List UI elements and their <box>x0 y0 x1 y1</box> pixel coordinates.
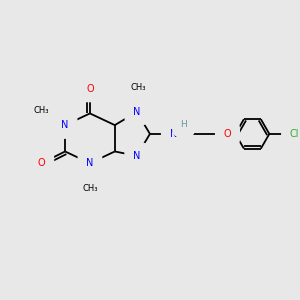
Text: CH₃: CH₃ <box>130 82 146 91</box>
Text: N: N <box>61 120 69 130</box>
Text: CH₃: CH₃ <box>34 106 50 115</box>
Text: CH₃: CH₃ <box>82 184 98 193</box>
Text: O: O <box>224 129 231 139</box>
Text: N: N <box>133 107 140 117</box>
Text: H: H <box>180 120 187 129</box>
Text: Cl: Cl <box>290 129 299 139</box>
Text: O: O <box>38 158 46 168</box>
Text: N: N <box>133 151 140 161</box>
Text: N: N <box>170 129 177 139</box>
Text: N: N <box>86 158 94 168</box>
Text: O: O <box>86 83 94 94</box>
